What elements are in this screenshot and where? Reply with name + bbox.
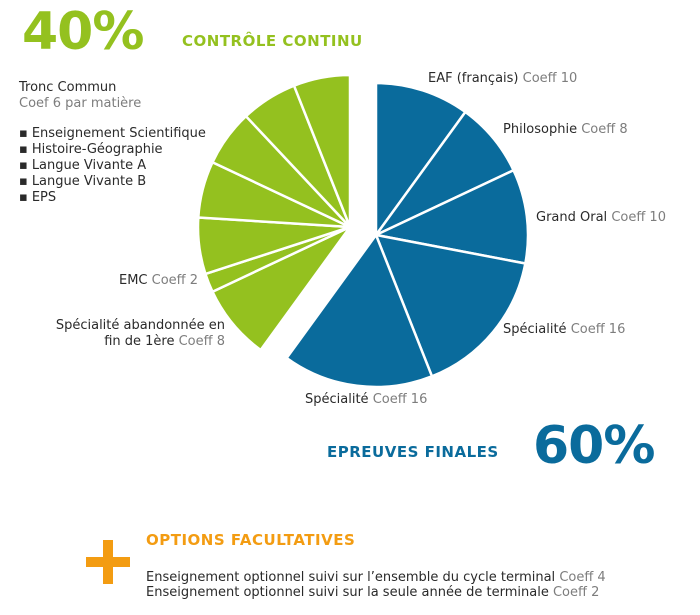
option-line-2: Enseignement optionnel suivi sur la seul… xyxy=(146,585,600,600)
tronc-commun-list: Enseignement Scientifique Histoire-Géogr… xyxy=(19,126,206,206)
options-title: OPTIONS FACULTATIVES xyxy=(146,531,356,549)
label-philosophie: Philosophie Coeff 8 xyxy=(503,122,628,137)
list-item: Enseignement Scientifique xyxy=(19,126,206,142)
list-item: Langue Vivante A xyxy=(19,158,206,174)
tronc-commun-subtitle: Coef 6 par matière xyxy=(19,96,142,111)
epreuves-finales-title: EPREUVES FINALES xyxy=(327,443,499,461)
label-emc: EMC Coeff 2 xyxy=(119,273,199,288)
label-specialite-2: Spécialité Coeff 16 xyxy=(305,392,428,407)
label-specialite-1: Spécialité Coeff 16 xyxy=(503,322,626,337)
pie-slice-3 xyxy=(374,169,530,265)
pie-slice-1 xyxy=(374,81,467,237)
pie-slice-12 xyxy=(292,73,352,229)
pie-slice-5 xyxy=(285,233,434,389)
plus-icon xyxy=(86,540,130,584)
controle-continu-title: CONTRÔLE CONTINU xyxy=(182,32,363,50)
list-item: Histoire-Géographie xyxy=(19,142,206,158)
epreuves-finales-percent: 60% xyxy=(533,416,655,476)
label-grand-oral: Grand Oral Coeff 10 xyxy=(536,210,666,225)
pie-slice-4 xyxy=(374,233,527,378)
list-item: Langue Vivante B xyxy=(19,174,206,190)
controle-continu-percent: 40% xyxy=(22,2,144,62)
list-item: EPS xyxy=(19,190,206,206)
tronc-commun-title: Tronc Commun xyxy=(19,80,117,95)
label-eaf: EAF (français) Coeff 10 xyxy=(428,71,578,86)
label-specialite-abandonnee: Spécialité abandonnée en fin de 1ère Coe… xyxy=(55,318,225,349)
tronc-commun-block: Tronc Commun Coef 6 par matière Enseigne… xyxy=(19,80,206,206)
option-line-1: Enseignement optionnel suivi sur l’ensem… xyxy=(146,570,606,585)
